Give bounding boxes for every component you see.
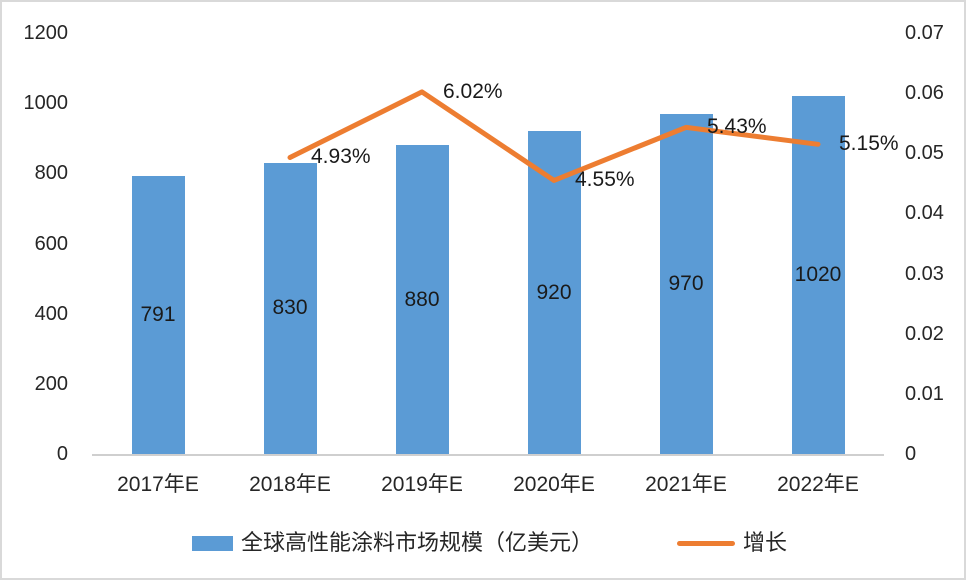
bar-value-label: 970 (668, 271, 704, 295)
x-axis-category-label: 2017年E (117, 473, 199, 496)
bar-value-label: 830 (272, 296, 308, 320)
legend-label-market-size: 全球高性能涂料市场规模（亿美元） (241, 530, 594, 555)
bar-value-label: 880 (404, 287, 440, 311)
right-axis-tick-label: 0 (905, 443, 917, 465)
growth-point-label: 6.02% (443, 79, 503, 103)
left-axis-tick-label: 0 (56, 443, 68, 465)
market-size-bar (263, 162, 317, 454)
x-axis-line (92, 454, 884, 456)
right-axis-tick-label: 0.06 (905, 82, 944, 105)
left-axis-tick-label: 400 (34, 302, 68, 325)
x-axis-category-label: 2020年E (513, 473, 595, 496)
left-axis-tick-label: 800 (34, 162, 68, 185)
market-size-bar (527, 131, 581, 454)
growth-point-label: 5.43% (707, 115, 767, 139)
legend-label-growth: 增长 (743, 530, 788, 555)
right-axis-tick-label: 0.04 (905, 202, 944, 225)
legend-item-growth: 增长 (677, 530, 787, 556)
left-axis-tick-label: 1200 (23, 22, 69, 44)
legend-line-swatch (677, 540, 735, 546)
left-axis-tick-label: 600 (34, 232, 68, 255)
bar-value-label: 920 (536, 280, 572, 304)
x-axis-category-label: 2021年E (645, 473, 727, 496)
right-axis-tick-label: 0.03 (905, 262, 944, 285)
market-size-bar (395, 145, 449, 454)
right-axis-tick-label: 0.02 (905, 322, 944, 345)
right-axis-tick-label: 0.01 (905, 382, 944, 405)
x-axis-category-label: 2019年E (381, 473, 463, 496)
bar-value-label: 1020 (794, 263, 842, 287)
right-axis-tick-label: 0.05 (905, 142, 944, 165)
x-axis-category-label: 2018年E (249, 473, 331, 496)
x-axis-category-label: 2022年E (777, 473, 859, 496)
right-axis-tick-label: 0.07 (905, 22, 944, 44)
growth-point-label: 4.55% (575, 168, 635, 192)
bar-value-label: 791 (140, 303, 176, 327)
growth-point-label: 5.15% (839, 132, 899, 156)
left-axis-tick-label: 200 (34, 372, 68, 395)
left-axis-tick-label: 1000 (23, 92, 69, 115)
market-size-bar (131, 176, 185, 454)
legend-bar-swatch (192, 535, 233, 551)
legend-item-market-size: 全球高性能涂料市场规模（亿美元） (192, 530, 593, 556)
growth-point-label: 4.93% (311, 145, 371, 169)
